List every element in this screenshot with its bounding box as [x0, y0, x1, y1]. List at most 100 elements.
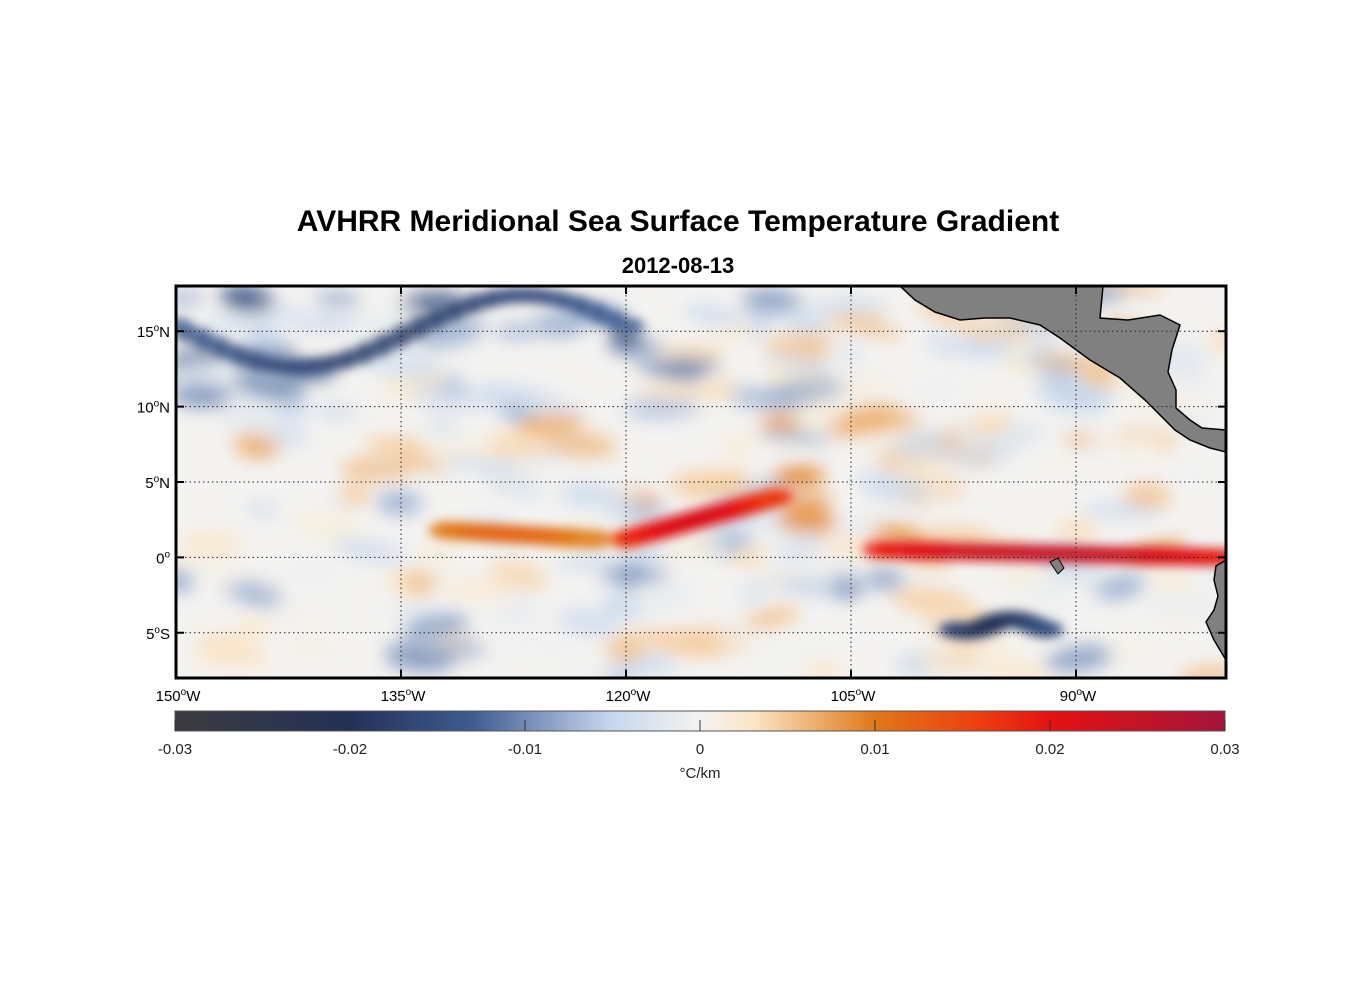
field-cell [1081, 503, 1160, 518]
front-segment-equatorial-front-west [578, 530, 614, 549]
gradient-fronts [176, 287, 1226, 640]
y-tick-label: 5oN [145, 474, 170, 492]
field-cell [1123, 483, 1171, 510]
y-tick-label: 15oN [137, 323, 170, 341]
field-cell [742, 288, 802, 313]
x-tick-label: 135oW [381, 687, 427, 705]
x-tick-label: 90oW [1060, 687, 1097, 705]
y-tick-label: 10oN [137, 399, 170, 417]
front-segment-negative-band-south [1028, 621, 1064, 638]
field-cell [1001, 353, 1047, 375]
field-cell [870, 524, 929, 546]
field-cell [210, 565, 243, 588]
chart-subtitle: 2012-08-13 [621, 253, 735, 278]
field-cell [993, 628, 1036, 650]
field-cell [232, 371, 306, 401]
field-cell [837, 513, 879, 536]
field-cell [926, 332, 966, 357]
field-cell [760, 387, 806, 409]
field-cell [500, 406, 535, 422]
field-cell [1013, 574, 1063, 593]
field-cell [1149, 568, 1196, 592]
field-cell [517, 412, 584, 436]
field-cell [192, 645, 270, 669]
field-cell [777, 510, 838, 533]
field-cell [396, 454, 446, 471]
field-cell [774, 539, 825, 561]
field-cell [417, 641, 486, 658]
field-cell [760, 429, 830, 444]
field-cell [930, 312, 987, 332]
field-cell [636, 362, 702, 381]
field-cell [624, 397, 700, 419]
field-cell [827, 316, 905, 338]
latitude-axis: 15oN 10oN 5oN 0o 5oS [137, 323, 1226, 643]
field-cell [764, 333, 834, 356]
colorbar-tick-label: 0.03 [1210, 741, 1239, 758]
x-tick-label: 150oW [156, 687, 202, 705]
field-cell [831, 574, 862, 600]
field-cell [892, 432, 952, 460]
x-tick-label: 105oW [831, 687, 877, 705]
field-cell [824, 372, 903, 387]
field-cell [283, 559, 339, 587]
field-cell [215, 405, 288, 437]
colorbar-tick-label: 0 [696, 741, 704, 758]
field-cell [274, 396, 307, 423]
field-cell [1103, 635, 1165, 665]
field-cell [1039, 353, 1100, 370]
colorbar-label: °C/km [680, 765, 721, 782]
field-cell [745, 607, 799, 628]
field-cell [1176, 463, 1209, 485]
field-cell [494, 609, 544, 621]
field-cell [1036, 380, 1111, 412]
field-cell [790, 316, 827, 336]
field-cell [913, 378, 962, 399]
field-cell [220, 286, 276, 314]
field-cell [766, 351, 831, 373]
field-cell [828, 404, 900, 437]
field-cell [820, 297, 888, 315]
central-america-land [898, 286, 1226, 453]
field-cell [314, 404, 359, 419]
field-cell [409, 391, 467, 413]
field-cell [281, 611, 333, 626]
field-cell [891, 588, 972, 615]
field-cell [805, 661, 840, 678]
colorbar: -0.03 -0.02 -0.01 0 0.01 0.02 0.03 °C/km [158, 710, 1240, 782]
field-cell [273, 596, 349, 609]
field-cell [363, 352, 439, 377]
field-cell [737, 586, 768, 603]
colorbar-tick-label: -0.02 [333, 741, 367, 758]
longitude-axis: 150oW 135oW 120oW 105oW 90oW [156, 286, 1097, 705]
field-cell [961, 326, 1033, 341]
y-tick-label: 0o [156, 549, 170, 567]
field-cell [442, 457, 494, 469]
field-cell [1094, 573, 1146, 600]
field-cell [332, 538, 406, 563]
field-cell [284, 643, 344, 656]
field-cell [637, 383, 708, 401]
front-segment-negative-band-north [608, 318, 644, 334]
field-cell [503, 636, 580, 659]
field-cell [996, 561, 1050, 589]
field-cell [921, 657, 958, 678]
field-cell [176, 358, 226, 385]
field-cell [314, 292, 361, 305]
field-cell [557, 608, 616, 636]
field-cell [1087, 433, 1159, 453]
field-cell [980, 658, 1054, 678]
colorbar-tick-label: 0.02 [1035, 741, 1064, 758]
field-cell [559, 484, 616, 506]
field-cell [794, 401, 844, 429]
field-cell [638, 586, 696, 612]
field-cell [401, 571, 438, 594]
field-cell [494, 324, 540, 338]
field-cell [444, 576, 520, 601]
field-cell [488, 473, 546, 499]
map-area[interactable] [156, 277, 1244, 690]
field-cell [615, 341, 666, 356]
field-cell [1044, 645, 1117, 671]
field-cell [419, 443, 497, 461]
field-cell [988, 423, 1045, 450]
